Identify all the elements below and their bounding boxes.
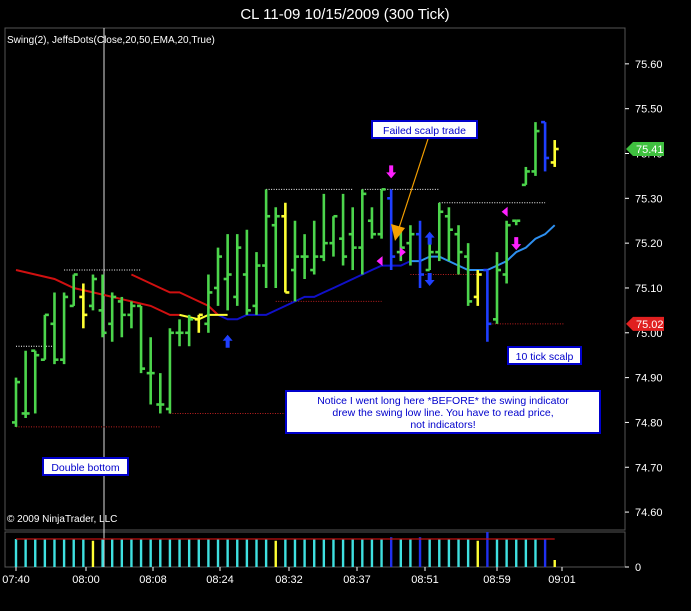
chart-title: CL 11-09 10/15/2009 (300 Tick) [240, 6, 449, 23]
indicator-label: Swing(2), JeffsDots(Close,20,50,EMA,20,T… [7, 35, 215, 46]
ten-tick-scalp-note-box [507, 346, 582, 365]
arrow-magenta-down [386, 165, 397, 179]
double-bottom-note-box [42, 457, 129, 476]
arrow-magenta-left [501, 206, 508, 217]
y-tick-label: 74.90 [635, 373, 663, 385]
y-tick-label: 74.60 [635, 507, 663, 519]
volume-tick-label: 0 [635, 562, 641, 574]
ema-line-segment [217, 260, 411, 321]
price-tag-label: 75.41 [636, 144, 664, 156]
copyright-label: © 2009 NinjaTrader, LLC [7, 514, 117, 525]
x-tick-label: 08:37 [343, 574, 371, 586]
x-tick-label: 08:24 [206, 574, 234, 586]
y-tick-label: 74.70 [635, 462, 663, 474]
arrow-blue-up [222, 334, 233, 348]
notice-note-text: not indicators! [410, 419, 475, 431]
x-tick-label: 08:51 [411, 574, 439, 586]
x-tick-label: 07:40 [2, 574, 30, 586]
y-tick-label: 75.60 [635, 59, 663, 71]
arrow-magenta-right [399, 247, 406, 258]
notice-note-text: drew the swing low line. You have to rea… [332, 407, 553, 419]
y-tick-label: 75.20 [635, 238, 663, 250]
notice-note-box [285, 390, 601, 434]
y-tick-label: 74.80 [635, 417, 663, 429]
callout-pointer-head [391, 224, 405, 241]
arrow-magenta-left [376, 256, 383, 267]
y-tick-label: 75.10 [635, 283, 663, 295]
arrow-magenta-down [511, 237, 522, 251]
x-tick-label: 09:01 [548, 574, 576, 586]
price-panel-frame [4, 27, 626, 531]
x-tick-label: 08:00 [72, 574, 100, 586]
y-tick-label: 75.50 [635, 104, 663, 116]
x-tick-label: 08:32 [275, 574, 303, 586]
failed-scalp-note-text: Failed scalp trade [383, 125, 466, 137]
price-tag [626, 316, 664, 331]
notice-note-text: Notice I went long here *BEFORE* the swi… [317, 395, 569, 407]
callout-pointer-line [398, 138, 429, 229]
arrow-blue-down [424, 273, 435, 286]
x-tick-label: 08:59 [483, 574, 511, 586]
ten-tick-scalp-note-text: 10 tick scalp [516, 351, 574, 363]
ema-line-segment [130, 273, 219, 316]
price-tag-label: 75.02 [636, 319, 664, 331]
y-tick-label: 75.30 [635, 193, 663, 205]
arrow-blue-up [424, 231, 435, 245]
double-bottom-note-text: Double bottom [51, 462, 120, 474]
price-tag [626, 142, 664, 157]
failed-scalp-note-box [371, 120, 478, 139]
x-tick-label: 08:08 [139, 574, 167, 586]
ema-line-segment [410, 224, 556, 271]
